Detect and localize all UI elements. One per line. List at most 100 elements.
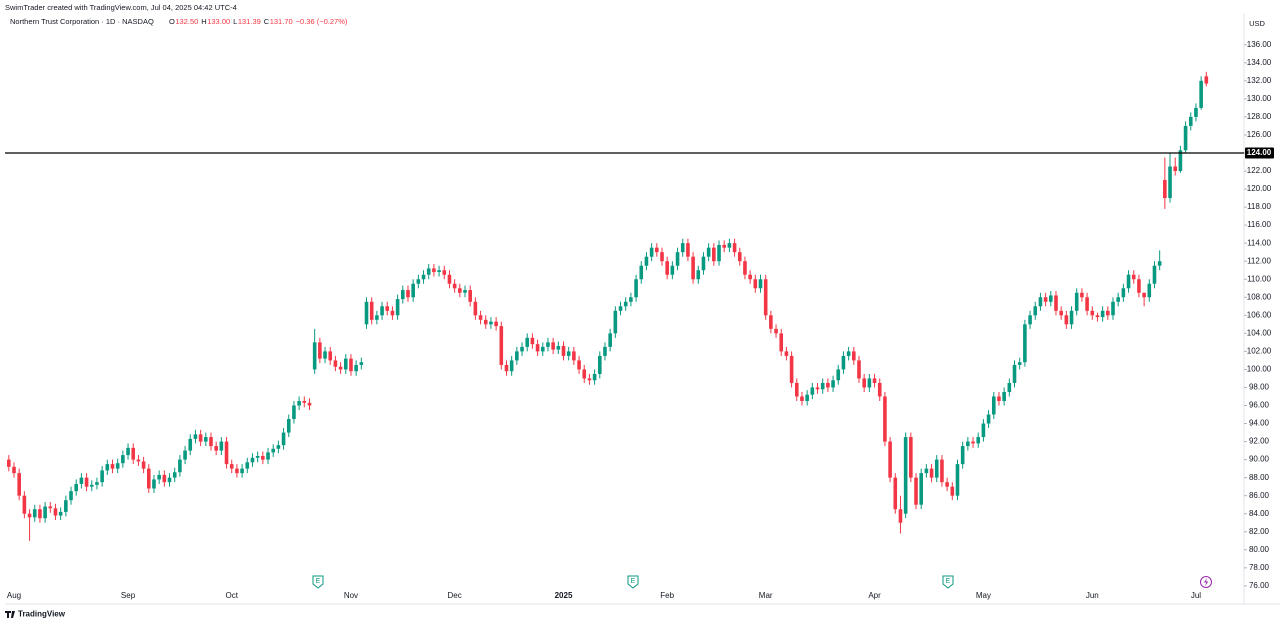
body — [556, 345, 561, 350]
body — [660, 252, 664, 262]
candle — [623, 297, 628, 311]
body — [141, 461, 146, 469]
candle — [100, 465, 104, 487]
candle — [991, 391, 996, 420]
candle — [546, 337, 550, 352]
body — [530, 337, 535, 345]
candle — [255, 451, 260, 463]
candle — [494, 317, 498, 331]
body — [266, 452, 270, 460]
body — [1188, 116, 1193, 126]
body — [1049, 295, 1053, 302]
body — [551, 342, 555, 350]
candle — [43, 501, 47, 523]
body — [458, 288, 462, 293]
candle — [1173, 157, 1178, 176]
body — [1147, 283, 1152, 298]
candle — [1188, 112, 1193, 131]
y-tick-label: 132.00 — [1247, 76, 1272, 85]
candle — [587, 373, 592, 385]
ohlc-readout: O 132.50 H 133.00 L 131.39 C 131.70 −0.36 (−0.27… — [169, 17, 348, 26]
candle — [810, 382, 815, 400]
earnings-marker[interactable]: E — [942, 575, 954, 589]
candle — [675, 247, 680, 271]
body — [229, 464, 234, 469]
marker-shape — [312, 575, 324, 589]
candle — [872, 373, 877, 388]
candle — [385, 301, 390, 316]
y-tick-label: 76.00 — [1249, 581, 1270, 590]
candle — [888, 437, 892, 483]
body — [43, 506, 47, 519]
candle — [183, 446, 187, 465]
body — [712, 247, 716, 262]
candle — [1116, 292, 1120, 307]
candle — [515, 346, 519, 365]
body — [686, 243, 690, 257]
body — [520, 346, 524, 352]
candle — [369, 297, 374, 325]
candle — [157, 470, 161, 484]
candle — [74, 479, 79, 496]
candle — [271, 444, 275, 457]
body — [872, 378, 877, 383]
y-tick-label: 110.00 — [1247, 274, 1271, 283]
candle — [686, 238, 690, 262]
candle — [950, 482, 955, 501]
body — [857, 360, 861, 379]
candle — [426, 263, 431, 280]
earnings-marker[interactable]: E — [627, 575, 639, 589]
candle — [401, 285, 405, 304]
body — [618, 306, 623, 311]
candle — [826, 378, 830, 392]
body — [976, 437, 981, 444]
body — [1007, 382, 1012, 392]
body — [914, 477, 918, 505]
x-tick-label: Jun — [1086, 591, 1099, 600]
candle — [214, 441, 218, 456]
candle — [204, 432, 208, 447]
body — [1069, 310, 1074, 325]
candle — [390, 306, 395, 320]
ohlc-value: 133.00 — [207, 17, 230, 26]
body — [416, 279, 421, 284]
event-marker[interactable] — [1200, 576, 1212, 588]
candle — [748, 270, 752, 284]
body — [701, 256, 706, 271]
body — [318, 342, 322, 359]
candle — [883, 391, 887, 447]
body — [675, 252, 680, 266]
body — [95, 482, 99, 485]
candle — [794, 378, 799, 401]
earnings-marker[interactable]: E — [312, 575, 324, 589]
candle — [784, 346, 789, 361]
candle — [572, 346, 576, 365]
candle — [582, 364, 587, 383]
body — [909, 437, 913, 478]
body — [1074, 292, 1079, 311]
candle — [292, 400, 296, 424]
candle — [540, 342, 545, 356]
candle — [945, 477, 949, 492]
candle — [670, 261, 675, 280]
x-tick-label: Jul — [1191, 591, 1201, 600]
candle — [219, 437, 224, 456]
candle — [452, 279, 457, 293]
candle — [266, 447, 270, 465]
candle — [1126, 270, 1131, 293]
body — [426, 268, 431, 275]
candle — [48, 501, 53, 513]
body — [779, 333, 784, 352]
candle — [1033, 301, 1038, 320]
candle — [489, 317, 493, 329]
body — [706, 247, 711, 257]
body — [986, 414, 991, 424]
body — [69, 491, 73, 501]
body — [846, 351, 851, 356]
candle — [914, 473, 918, 510]
y-tick-label: 100.00 — [1247, 365, 1272, 374]
candle — [375, 310, 379, 325]
body — [152, 479, 156, 489]
